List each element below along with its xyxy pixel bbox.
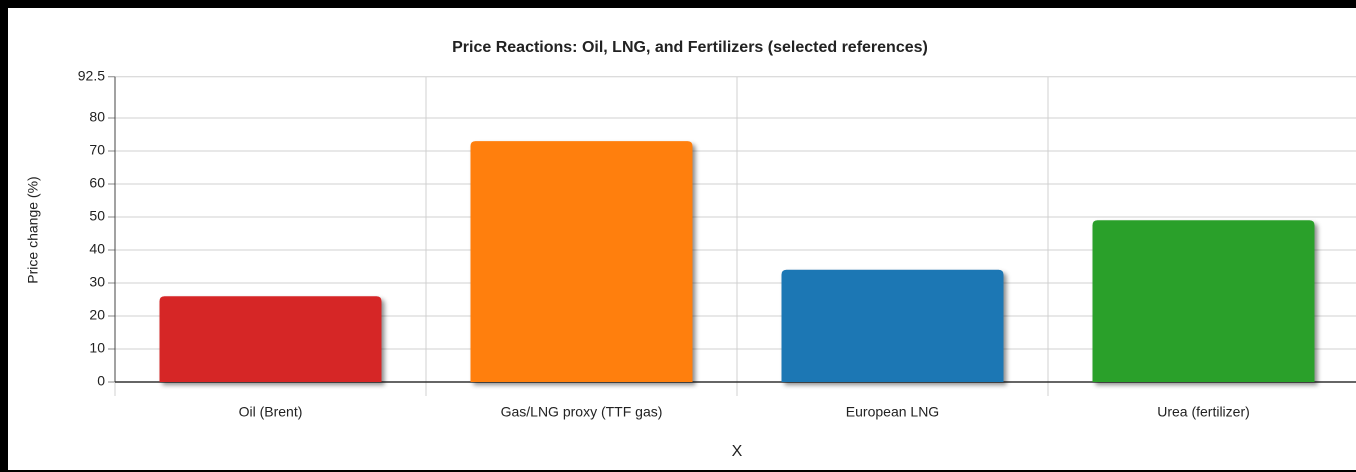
y-tick-label: 92.5 bbox=[78, 67, 105, 83]
x-tick-label: Oil (Brent) bbox=[239, 404, 303, 420]
bars bbox=[159, 141, 1315, 382]
bar bbox=[159, 296, 382, 382]
y-tick-label: 30 bbox=[89, 274, 105, 290]
x-axis-label: X bbox=[732, 443, 743, 460]
y-tick-label: 50 bbox=[89, 208, 105, 224]
y-tick-label: 40 bbox=[89, 241, 105, 257]
y-tick-label: 0 bbox=[97, 373, 105, 389]
x-tick-label: Gas/LNG proxy (TTF gas) bbox=[501, 404, 663, 420]
y-tick-label: 80 bbox=[89, 109, 105, 125]
chart-title: Price Reactions: Oil, LNG, and Fertilize… bbox=[452, 39, 928, 56]
y-tick-label: 60 bbox=[89, 175, 105, 191]
y-tick-label: 20 bbox=[89, 307, 105, 323]
bar bbox=[470, 141, 693, 382]
y-axis-label: Price change (%) bbox=[25, 176, 41, 283]
x-tick-label: European LNG bbox=[846, 404, 939, 420]
x-tick-label: Urea (fertilizer) bbox=[1157, 404, 1250, 420]
bar bbox=[1092, 220, 1315, 382]
y-tick-label: 70 bbox=[89, 142, 105, 158]
y-tick-label: 10 bbox=[89, 340, 105, 356]
bar bbox=[781, 269, 1004, 382]
